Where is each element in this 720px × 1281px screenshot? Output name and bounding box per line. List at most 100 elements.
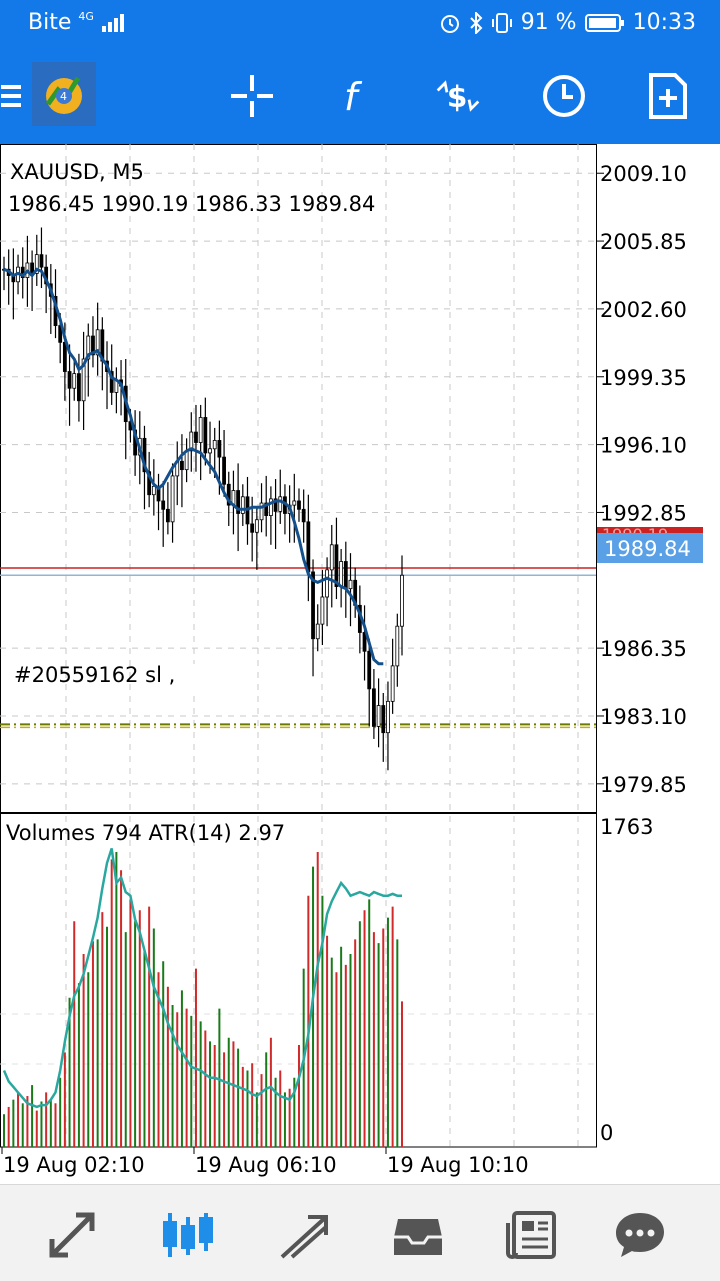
svg-text:$: $ — [447, 80, 468, 114]
time-tick-label: 19 Aug 06:10 — [195, 1153, 337, 1177]
new-order-button[interactable] — [644, 72, 692, 120]
candle-body — [376, 705, 381, 727]
candle-body — [395, 625, 400, 667]
timeframe-button[interactable] — [540, 72, 588, 120]
price-tick-label: 2009.10 — [600, 162, 687, 186]
candle-body — [400, 574, 404, 627]
candle-body — [165, 508, 170, 523]
carrier-label: Bite 4G — [28, 10, 127, 35]
battery-icon — [584, 13, 624, 32]
candle-body — [208, 448, 212, 454]
candle-body — [334, 544, 339, 587]
nav-messages[interactable] — [612, 1207, 668, 1263]
candle-body — [339, 561, 344, 587]
volume-indicator-label: Volumes 794 ATR(14) 2.97 — [6, 821, 285, 845]
candle-body — [240, 496, 245, 514]
candle-body — [161, 500, 166, 510]
signal-icon — [101, 14, 124, 32]
grid — [0, 144, 596, 1147]
nav-trade[interactable] — [276, 1207, 332, 1263]
candle-body — [77, 373, 81, 402]
messages-icon — [616, 1213, 664, 1257]
trade-currency-icon: $ — [436, 80, 480, 114]
price-tick-label: 1979.85 — [600, 773, 687, 797]
price-panel-frame — [0, 144, 597, 813]
nav-quotes[interactable] — [44, 1207, 100, 1263]
menu-button[interactable] — [0, 72, 24, 120]
candle-body — [315, 623, 320, 640]
candle-body — [147, 471, 152, 496]
menu-icon — [1, 85, 21, 107]
candle-body — [254, 519, 259, 533]
price-tick-label: 2002.60 — [600, 298, 687, 322]
svg-text:f: f — [344, 75, 363, 118]
nav-chart[interactable] — [160, 1207, 216, 1263]
news-icon — [506, 1211, 556, 1259]
time-tick-label: 19 Aug 02:10 — [3, 1153, 145, 1177]
candle-body — [156, 485, 161, 502]
candle-body — [325, 569, 329, 598]
candle-body — [292, 500, 297, 506]
bottom-navigation — [0, 1184, 720, 1281]
crosshair-button[interactable] — [228, 72, 276, 120]
time-tick-label: 19 Aug 10:10 — [387, 1153, 529, 1177]
candle-body — [343, 561, 348, 590]
candle-body — [306, 521, 311, 573]
horizontal-lines — [0, 567, 596, 729]
price-tick-label: 1986.35 — [600, 637, 687, 661]
chart-area[interactable]: 2009.10 2005.85 2002.60 1999.35 1996.10 1992.… — [0, 144, 720, 1184]
candle-body — [91, 335, 95, 356]
candle-body — [151, 485, 156, 496]
trade-icon — [280, 1215, 328, 1259]
candle-body — [381, 705, 386, 734]
history-icon — [394, 1219, 442, 1255]
moving-average-line — [3, 267, 384, 666]
candle-body — [268, 498, 273, 516]
top-toolbar: 4 f $ — [0, 50, 720, 144]
candle-body — [297, 500, 301, 510]
new-order-icon — [649, 73, 687, 119]
order-label-mask — [180, 664, 250, 690]
trade-button[interactable]: $ — [434, 72, 482, 120]
candle-body — [278, 496, 283, 512]
candle-body — [386, 700, 390, 734]
current-price-tag — [597, 533, 703, 563]
candle-body — [226, 483, 231, 506]
status-right: 91 % 10:33 — [439, 10, 696, 35]
candle-body — [58, 325, 63, 343]
app-logo: 4 — [32, 62, 96, 126]
time-axis: 19 Aug 02:10 19 Aug 06:10 19 Aug 10:10 — [1, 1147, 529, 1177]
candle-body — [212, 440, 217, 450]
candle-body — [72, 373, 77, 389]
metatrader-logo-icon: 4 — [45, 76, 82, 114]
candle-body — [259, 502, 264, 521]
candle-body — [194, 431, 198, 443]
price-chart[interactable]: 2009.10 2005.85 2002.60 1999.35 1996.10 1992.… — [0, 144, 720, 1184]
indicators-button[interactable]: f — [332, 72, 380, 120]
price-tick-label: 1992.85 — [600, 501, 687, 525]
candle-body — [180, 460, 184, 471]
quotes-icon — [49, 1212, 95, 1258]
candle-body — [329, 544, 334, 571]
candle-body — [86, 335, 91, 360]
candle-body — [170, 475, 175, 523]
candle-body — [348, 579, 353, 590]
candle-body — [236, 490, 241, 514]
candle-body — [367, 650, 372, 690]
chart-icon — [163, 1213, 213, 1257]
vibrate-icon — [491, 12, 512, 33]
candle-body — [109, 371, 114, 393]
candle-body — [320, 596, 325, 625]
candle-body — [189, 431, 194, 452]
nav-history[interactable] — [390, 1207, 446, 1263]
price-tick-label: 1996.10 — [600, 434, 687, 458]
candle-body — [372, 688, 376, 727]
nav-news[interactable] — [504, 1207, 560, 1263]
alarm-icon — [440, 14, 459, 33]
candle-body — [311, 571, 315, 640]
volume-min-label: 0 — [600, 1121, 613, 1145]
candle-body — [67, 371, 72, 389]
clock: 10:33 — [632, 10, 696, 35]
candle-body — [95, 329, 100, 356]
price-axis: 2009.10 2005.85 2002.60 1999.35 1996.10 1992.… — [596, 162, 687, 797]
